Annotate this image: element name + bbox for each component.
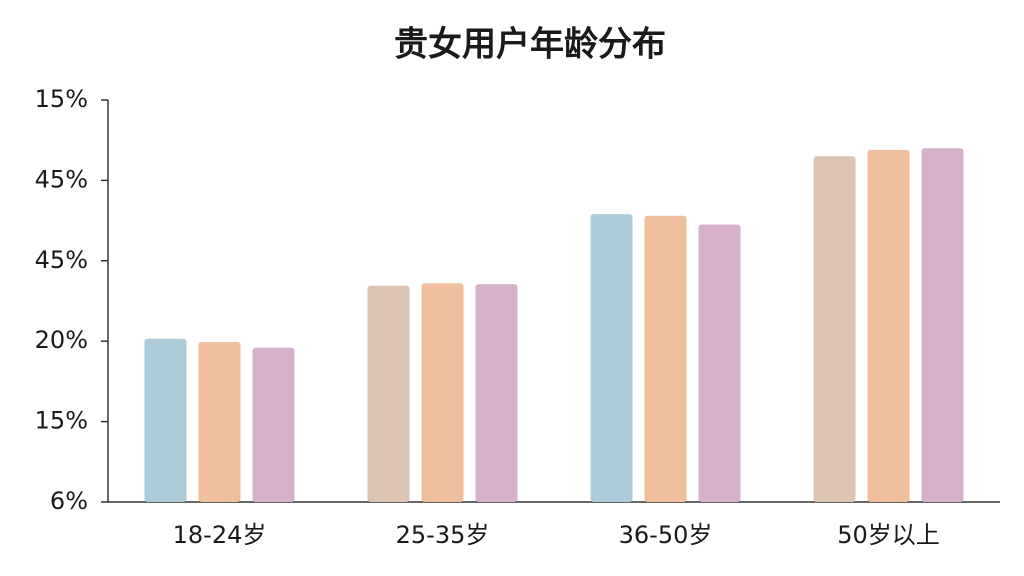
x-tick-label: 18-24岁 (173, 521, 267, 549)
y-tick-label: 15% (35, 85, 88, 113)
bar (698, 224, 741, 502)
chart-title: 贵女用户年龄分布 (394, 25, 666, 65)
bar (921, 148, 964, 503)
x-tick-label: 50岁以上 (837, 521, 940, 549)
bar (421, 283, 464, 502)
bar (144, 338, 187, 502)
bar (644, 215, 687, 502)
y-tick-label: 6% (50, 487, 88, 515)
bar (813, 156, 856, 502)
bar (475, 284, 518, 502)
x-tick-label: 36-50岁 (619, 521, 713, 549)
bar (867, 149, 910, 502)
y-tick-label: 20% (35, 326, 88, 354)
y-tick-label: 45% (35, 246, 88, 274)
bar (252, 347, 295, 502)
bar (198, 342, 241, 502)
x-tick-label: 25-35岁 (396, 521, 490, 549)
y-tick-label: 45% (35, 165, 88, 193)
bar (367, 285, 410, 502)
y-tick-label: 15% (35, 407, 88, 435)
bar (590, 214, 633, 502)
